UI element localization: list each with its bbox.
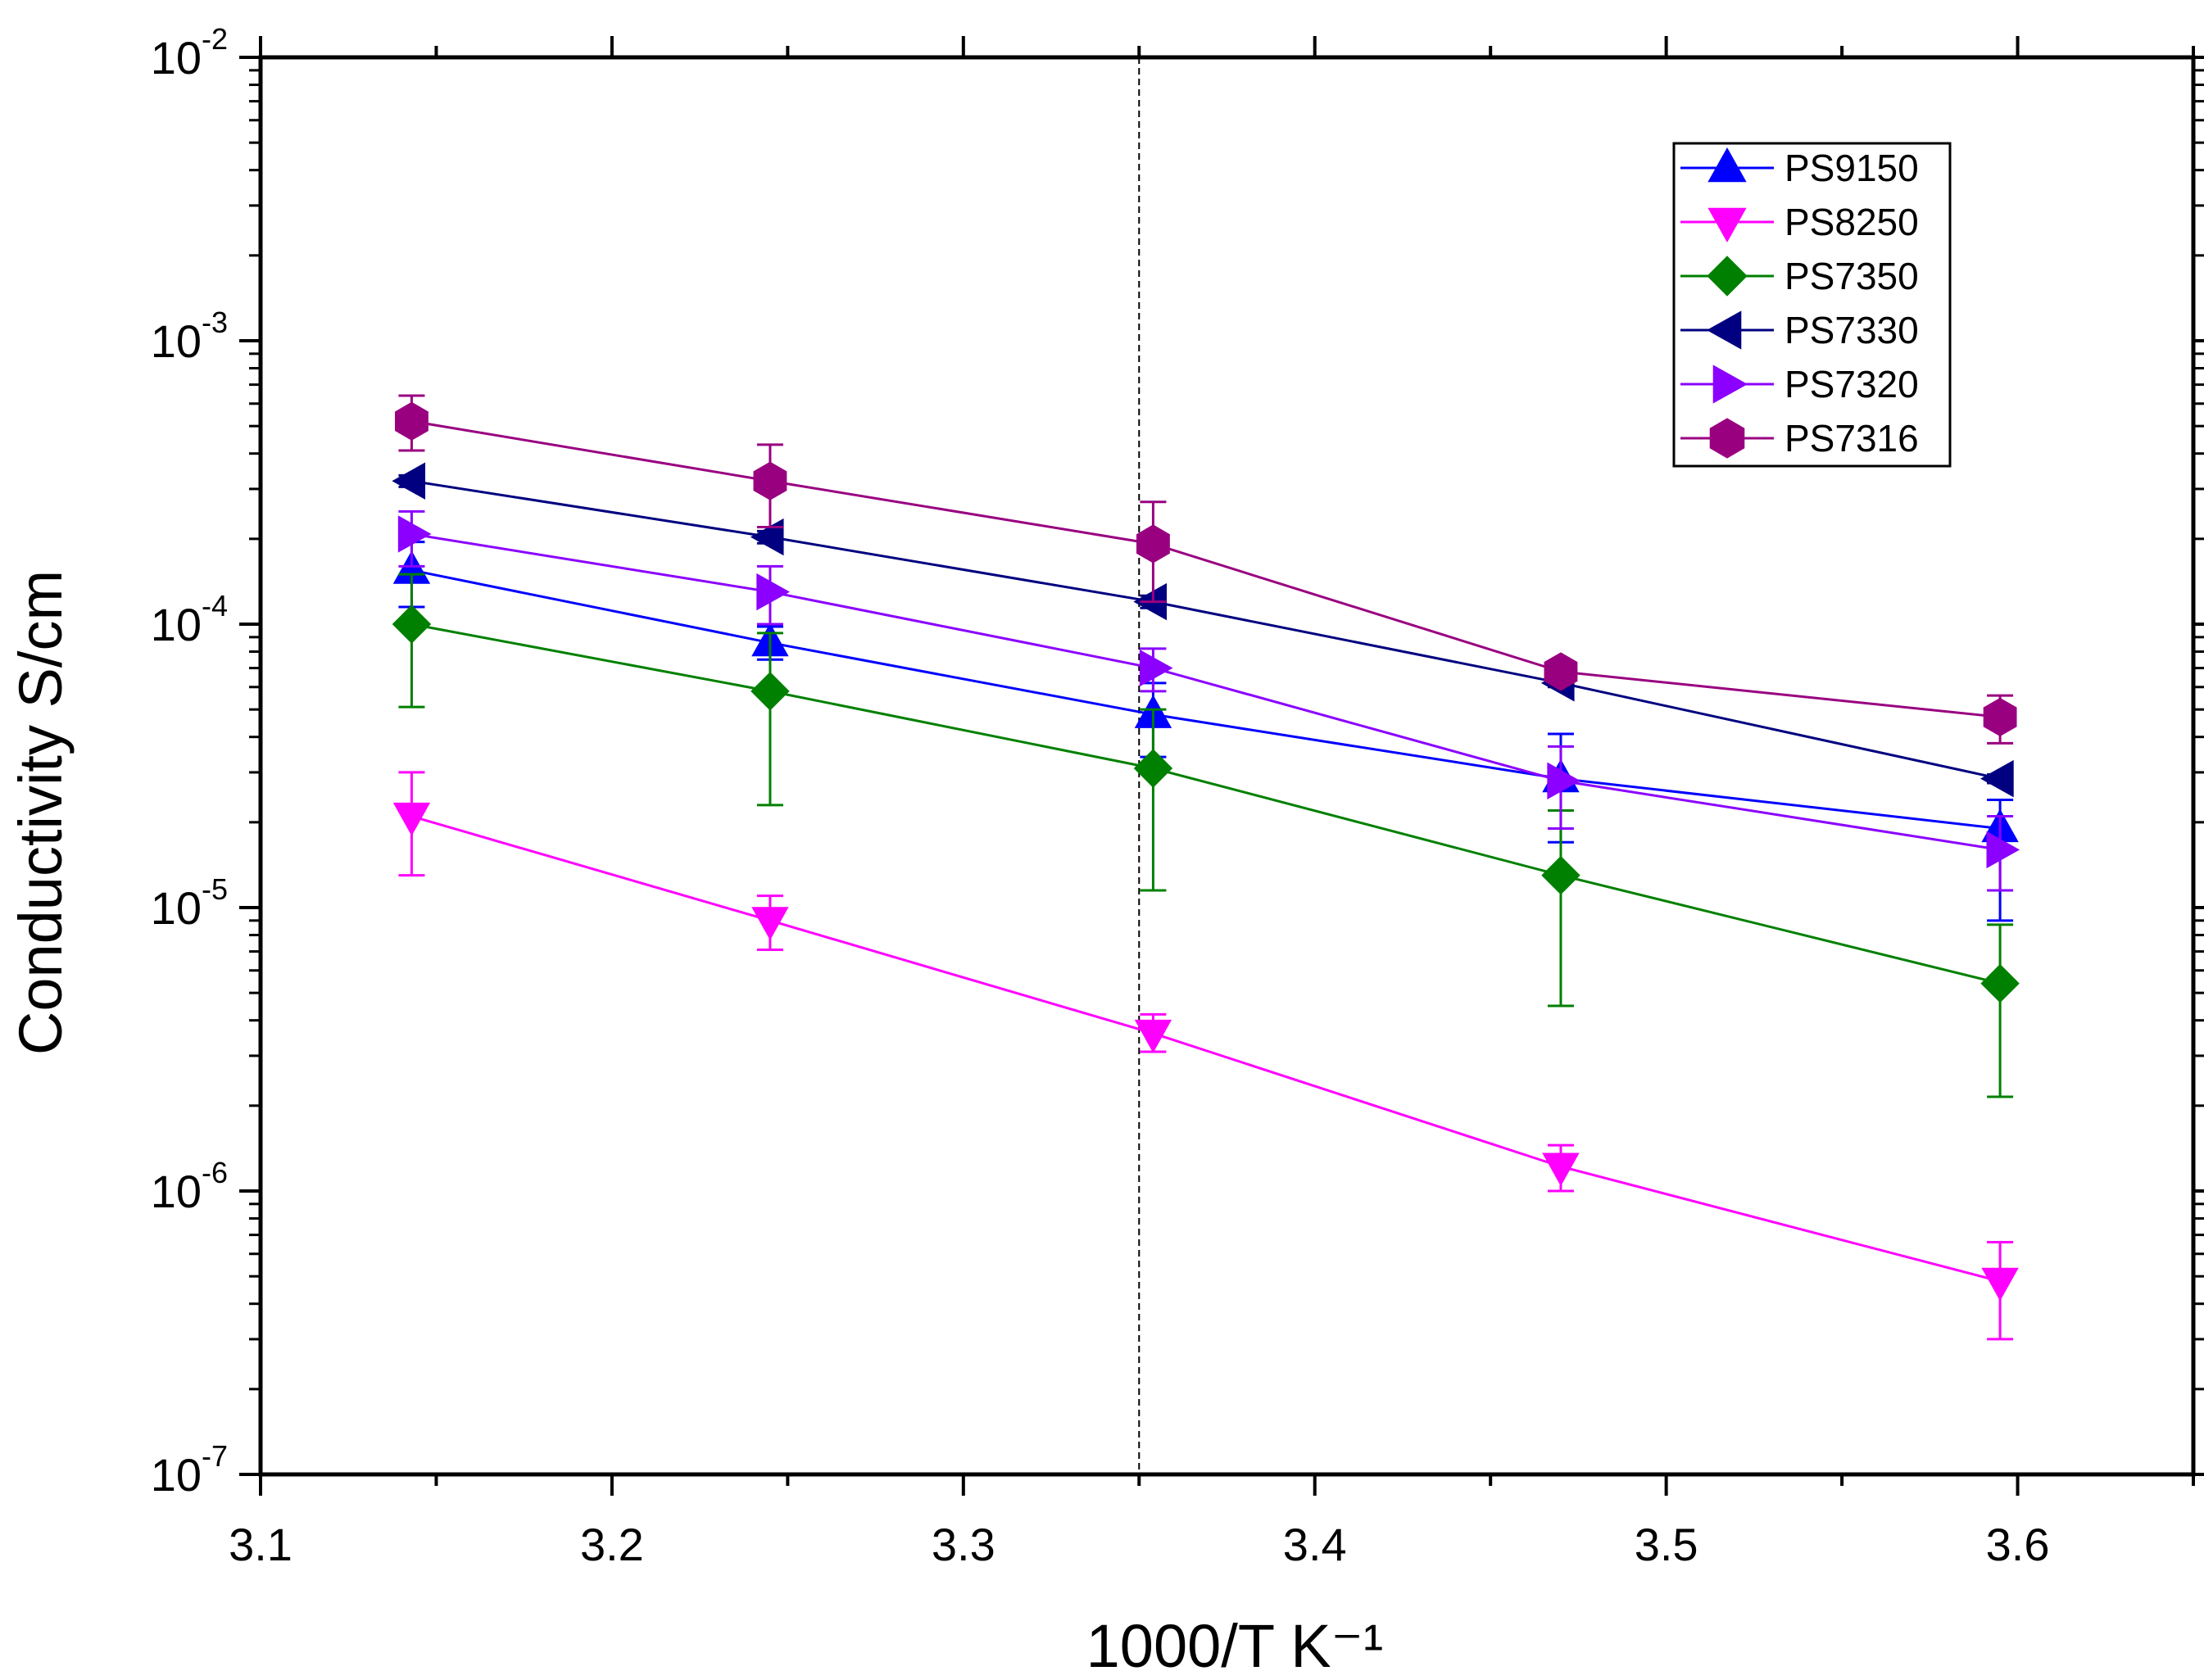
legend-marker <box>1707 147 1747 183</box>
data-point <box>1133 749 1173 788</box>
x-tick-label: 3.2 <box>580 1519 644 1570</box>
data-point <box>1986 831 2020 869</box>
data-point <box>1980 963 2020 1003</box>
y-tick-label: 10-7 <box>151 1439 228 1501</box>
legend-marker <box>1709 418 1745 459</box>
y-axis-title: Conductivity S/cm <box>7 570 75 1055</box>
legend-item-ps7320: PS7320 <box>1680 363 1919 405</box>
y-tick-exponent: -5 <box>202 872 228 906</box>
data-point <box>392 462 426 500</box>
data-point <box>1981 1267 2019 1302</box>
legend-label: PS7320 <box>1785 363 1919 405</box>
legend-item-ps7316: PS7316 <box>1680 417 1919 460</box>
series-line <box>411 623 2001 985</box>
data-point <box>751 907 789 940</box>
y-tick-exponent: -2 <box>202 22 228 56</box>
data-point <box>1547 762 1580 799</box>
y-tick-exponent: -4 <box>202 589 228 623</box>
series-line <box>411 815 2001 1283</box>
data-point <box>1544 652 1578 691</box>
series-ps7320 <box>397 509 2020 892</box>
series-ps9150 <box>392 541 2019 922</box>
legend-item-ps7330: PS7330 <box>1680 309 1919 351</box>
legend-item-ps9150: PS9150 <box>1680 147 1919 189</box>
data-point <box>756 573 790 611</box>
data-point <box>753 461 787 500</box>
legend-label: PS7350 <box>1785 255 1919 297</box>
series-ps8250 <box>392 771 2019 1341</box>
data-point <box>1134 1019 1172 1053</box>
legend: PS9150 PS8250 PS7350 PS7330 PS7320 PS7316 <box>1672 142 1952 468</box>
series-ps7350 <box>392 573 2020 1098</box>
series-layer <box>392 394 2020 1341</box>
legend-marker <box>1707 256 1748 297</box>
data-point <box>1541 855 1580 895</box>
legend-label: PS9150 <box>1785 147 1919 189</box>
data-point <box>392 605 432 644</box>
data-point <box>751 672 790 711</box>
x-tick-label: 3.6 <box>1986 1519 2050 1570</box>
y-tick-label: 10-3 <box>151 306 228 367</box>
series-line <box>411 568 2001 831</box>
legend-item-ps7350: PS7350 <box>1680 255 1919 297</box>
x-axis-title: 1000/T K⁻¹ <box>1086 1612 1384 1680</box>
legend-label: PS7316 <box>1785 417 1919 460</box>
x-tick-label: 3.5 <box>1635 1519 1698 1570</box>
y-tick-exponent: -3 <box>202 306 228 339</box>
y-tick-label: 10-4 <box>151 589 228 650</box>
data-point <box>1542 1152 1580 1187</box>
data-point <box>750 518 784 556</box>
y-tick-label: 10-6 <box>151 1156 228 1217</box>
legend-marker <box>1707 207 1747 243</box>
x-tick-label: 3.1 <box>229 1519 293 1570</box>
data-point <box>1980 759 2014 798</box>
data-point <box>392 802 431 836</box>
legend-marker <box>1706 310 1742 350</box>
y-tick-label: 10-5 <box>151 872 228 934</box>
legend-label: PS7330 <box>1785 309 1919 351</box>
legend-box <box>1672 142 1952 468</box>
data-point <box>1136 524 1170 564</box>
data-point <box>1139 649 1173 687</box>
legend-marker <box>1712 365 1748 404</box>
series-ps7316 <box>395 394 2017 745</box>
legend-label: PS8250 <box>1785 201 1919 243</box>
y-tick-exponent: -6 <box>202 1156 228 1189</box>
series-line <box>411 479 2001 781</box>
data-point <box>395 401 429 441</box>
x-tick-label: 3.4 <box>1283 1519 1347 1570</box>
plot-frame <box>258 55 2196 1477</box>
data-point <box>1983 697 2017 737</box>
legend-item-ps8250: PS8250 <box>1680 201 1919 243</box>
y-tick-label: 10-2 <box>151 22 228 84</box>
x-tick-label: 3.3 <box>932 1519 995 1570</box>
series-ps7330 <box>392 462 2014 798</box>
y-tick-exponent: -7 <box>202 1439 228 1473</box>
data-point <box>397 515 432 553</box>
